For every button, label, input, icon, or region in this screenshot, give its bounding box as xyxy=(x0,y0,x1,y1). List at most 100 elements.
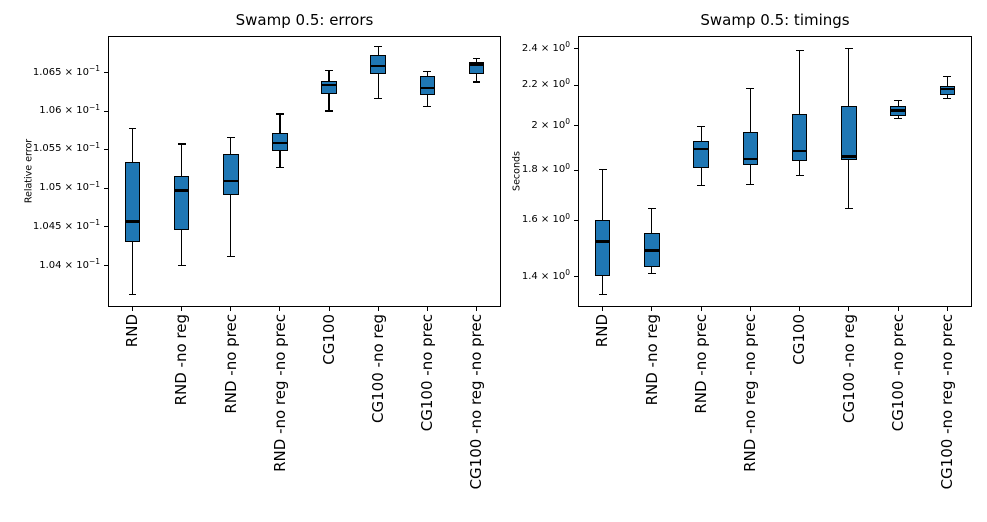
whisker-cap-upper xyxy=(598,169,607,171)
x-tick-label-text: CG100 -no reg xyxy=(839,313,858,423)
whisker-upper xyxy=(700,126,702,141)
y-tick-exponent: 0 xyxy=(565,117,570,127)
whisker-cap-lower xyxy=(325,110,333,112)
y-tick-exponent: −1 xyxy=(88,140,100,150)
x-tick-label: CG100 -no prec xyxy=(416,314,438,431)
x-tick-label: CG100 xyxy=(789,314,811,365)
whisker-lower xyxy=(475,73,478,82)
x-tick-label-text: RND -no prec xyxy=(691,313,710,414)
box xyxy=(791,113,808,161)
box xyxy=(468,62,485,74)
y-tick xyxy=(574,276,578,278)
y-tick xyxy=(104,265,108,267)
whisker-cap-lower xyxy=(894,117,903,120)
y-tick-mantissa: 1.045 × 10 xyxy=(32,220,89,232)
y-tick-mantissa: 1.06 × 10 xyxy=(39,105,89,117)
whisker-upper xyxy=(230,137,232,155)
whisker-cap-upper xyxy=(423,70,432,72)
x-tick-label-text: RND xyxy=(123,313,142,347)
whisker-cap-upper xyxy=(177,143,186,145)
x-tick-label: RND -no prec xyxy=(690,314,712,414)
whisker-lower xyxy=(328,94,330,112)
whisker-cap-upper xyxy=(226,136,235,138)
y-tick xyxy=(104,148,108,150)
y-tick-mantissa: 2.2 × 10 xyxy=(521,79,566,91)
whisker-cap-upper xyxy=(697,125,706,127)
whisker-lower xyxy=(651,267,653,274)
whisker-upper xyxy=(131,128,134,162)
x-tick-label: RND -no reg -no prec xyxy=(739,314,761,472)
whisker-cap-lower xyxy=(844,207,853,209)
whisker-lower xyxy=(426,94,428,107)
x-tick xyxy=(897,306,899,311)
whisker-cap-lower xyxy=(746,183,755,186)
whisker-lower xyxy=(602,276,604,295)
whisker-lower xyxy=(700,168,702,186)
median-line xyxy=(693,147,709,150)
x-tick-label: RND -no reg xyxy=(171,314,193,405)
chart-title-timings: Swamp 0.5: timings xyxy=(700,11,850,29)
x-tick-label: CG100 -no reg -no prec xyxy=(936,314,958,489)
x-tick xyxy=(799,306,801,311)
whisker-lower xyxy=(181,229,183,266)
whisker-cap-upper xyxy=(746,88,755,90)
x-tick xyxy=(377,306,379,311)
median-line xyxy=(321,83,337,87)
whisker-upper xyxy=(475,58,478,63)
y-tick-mantissa: 1.065 × 10 xyxy=(32,66,89,78)
whisker-lower xyxy=(230,194,232,257)
whisker-upper xyxy=(946,76,948,86)
box xyxy=(223,154,239,195)
whisker-lower xyxy=(377,73,379,99)
x-tick-label: CG100 -no reg xyxy=(838,314,860,423)
x-tick-label-text: RND -no reg xyxy=(642,313,661,405)
y-tick-label: 2.2 × 100 xyxy=(486,77,570,92)
whisker-cap-upper xyxy=(647,207,656,209)
whisker-cap-lower xyxy=(128,294,137,296)
whisker-cap-upper xyxy=(472,57,481,59)
x-tick-label-text: RND -no prec xyxy=(221,313,240,414)
whisker-cap-lower xyxy=(697,184,706,186)
y-tick-exponent: 0 xyxy=(565,161,570,171)
x-tick-label-text: CG100 -no reg -no prec xyxy=(467,313,486,489)
x-tick-label: RND xyxy=(592,314,614,347)
x-tick-label-text: RND -no reg -no prec xyxy=(741,313,760,472)
y-tick xyxy=(104,187,108,189)
median-line xyxy=(173,189,190,192)
y-tick-exponent: 0 xyxy=(565,40,570,50)
whisker-upper xyxy=(799,50,801,114)
axes-timings xyxy=(578,35,972,307)
y-tick-label: 1.045 × 10−1 xyxy=(16,218,100,234)
x-tick xyxy=(651,306,653,311)
whisker-cap-lower xyxy=(276,166,284,168)
y-tick xyxy=(104,226,108,228)
y-tick xyxy=(104,110,108,112)
y-tick-exponent: −1 xyxy=(88,102,100,112)
y-tick-label: 2 × 100 xyxy=(486,117,570,133)
whisker-lower xyxy=(749,165,751,185)
median-line xyxy=(644,249,660,252)
box xyxy=(370,55,386,74)
x-tick-label: CG100 -no reg -no prec xyxy=(465,314,487,489)
x-tick xyxy=(848,306,850,311)
y-tick-label: 1.4 × 100 xyxy=(486,268,570,284)
axes-errors xyxy=(108,35,501,307)
x-tick-label-text: CG100 -no prec xyxy=(418,313,437,431)
x-tick xyxy=(230,306,232,311)
x-tick-label: RND -no reg -no prec xyxy=(269,314,291,472)
x-tick-label: RND -no prec xyxy=(220,314,242,414)
y-tick-exponent: −1 xyxy=(88,218,100,228)
x-tick-label: CG100 -no prec xyxy=(887,314,909,431)
y-tick-mantissa: 2 × 10 xyxy=(531,119,566,131)
whisker-upper xyxy=(426,71,428,76)
median-line xyxy=(791,150,808,153)
y-tick xyxy=(574,125,578,127)
whisker-cap-upper xyxy=(894,99,903,102)
y-tick xyxy=(574,48,578,50)
box xyxy=(742,132,759,166)
x-tick-label-text: CG100 -no prec xyxy=(888,313,907,431)
x-tick xyxy=(700,306,702,311)
box xyxy=(124,161,141,242)
whisker-lower xyxy=(279,150,281,168)
x-tick-label-text: CG100 -no reg xyxy=(368,313,387,423)
